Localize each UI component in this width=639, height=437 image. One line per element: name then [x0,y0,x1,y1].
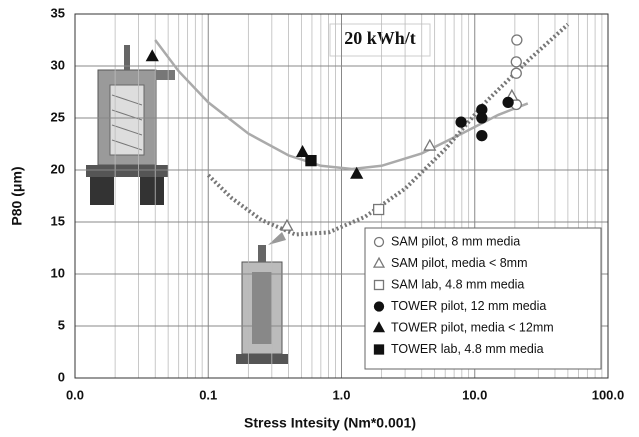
marker [455,116,467,128]
legend-label: SAM pilot, 8 mm media [391,234,520,248]
marker [295,144,310,157]
legend-label: TOWER lab, 4.8 mm media [391,342,544,356]
legend-marker [373,344,385,355]
y-tick-label: 5 [58,317,65,332]
marker [510,56,522,68]
y-tick-label: 10 [51,265,65,280]
y-axis-title: P80 (μm) [9,166,25,225]
legend-marker [373,301,385,312]
grid [74,13,609,379]
legend-marker [372,256,386,268]
x-tick-label: 1.0 [332,387,350,402]
fit-curve [154,39,529,171]
fit-curve [206,22,570,237]
x-tick-label: 0.0 [66,387,84,402]
marker [350,166,364,179]
y-tick-label: 30 [51,57,65,72]
x-tick-label: 0.1 [199,387,217,402]
legend-marker [373,279,385,291]
marker [511,34,523,46]
legend-label: SAM lab, 4.8 mm media [391,277,524,291]
y-tick-label: 15 [51,213,65,228]
x-axis-title: Stress Intesity (Nm*0.001) [244,415,416,431]
marker [305,154,317,167]
x-tick-label: 10.0 [462,387,487,402]
y-tick-label: 0 [58,369,65,384]
y-tick-label: 35 [51,5,65,20]
legend-label: SAM pilot, media < 8mm [391,256,528,270]
annotation-box [329,23,431,57]
legend-label: TOWER pilot, 12 mm media [391,299,546,313]
legend-marker [372,321,386,333]
marker [145,49,159,62]
marker [280,218,294,231]
plot-frame [74,13,609,379]
marker [476,112,488,124]
marker [423,138,437,151]
marker [510,67,522,79]
y-tick-label: 25 [51,109,65,124]
legend-marker [373,236,385,248]
y-tick-label: 20 [51,161,65,176]
legend-label: TOWER pilot, media < 12mm [391,320,554,334]
marker [476,130,488,142]
x-tick-label: 100.0 [592,387,625,402]
mill-drawing [86,45,288,364]
marker [372,203,385,216]
marker [502,96,514,109]
legend-box [364,227,602,370]
annotation: 20 kWh/t [344,28,416,48]
